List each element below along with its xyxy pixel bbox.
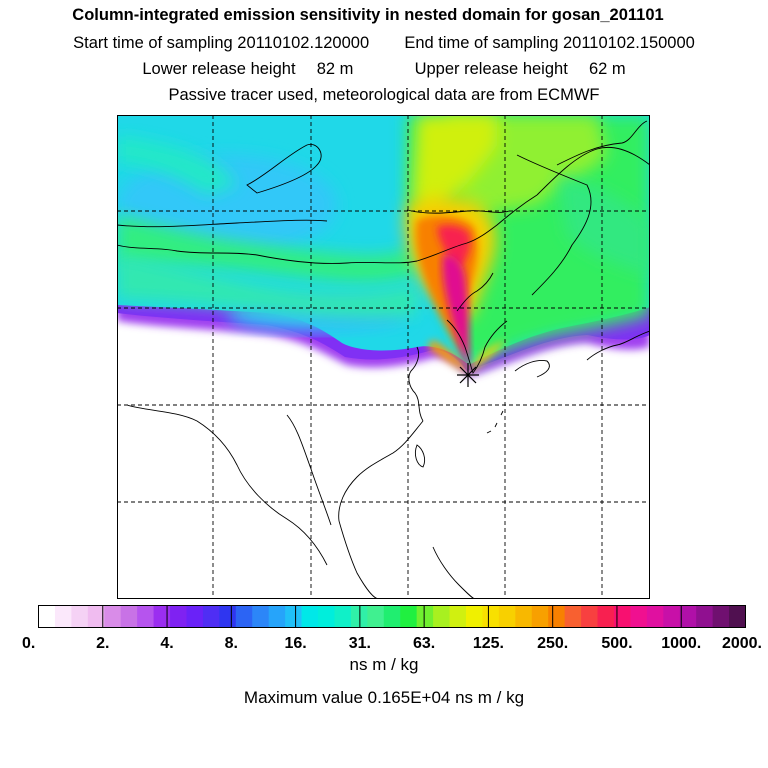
colorbar-cell bbox=[581, 605, 598, 628]
colorbar-cell bbox=[548, 605, 566, 628]
colorbar-cell bbox=[515, 605, 533, 628]
coastlines-and-borders bbox=[117, 120, 650, 599]
colorbar-unit: ns m / kg bbox=[349, 655, 419, 674]
upper-release-value: 62 m bbox=[588, 60, 626, 78]
colorbar-cell bbox=[137, 605, 154, 628]
lat-lon-gridlines bbox=[117, 115, 650, 599]
colorbar-cell bbox=[301, 605, 319, 628]
colorbar-cell bbox=[729, 605, 746, 628]
colorbar-cell bbox=[564, 605, 582, 628]
colorbar-cell bbox=[334, 605, 352, 628]
colorbar-tick-label: 4. bbox=[160, 635, 173, 652]
colorbar-cell bbox=[482, 605, 500, 628]
colorbar-tick-label: 250. bbox=[537, 635, 568, 652]
emission-sensitivity-map bbox=[117, 115, 650, 599]
start-time-label: Start time of sampling bbox=[73, 34, 233, 52]
sampling-time-line: Start time of sampling 20110102.120000 E… bbox=[0, 34, 768, 53]
colorbar-cell bbox=[54, 605, 72, 628]
colorbar-cell bbox=[87, 605, 105, 628]
colorbar-cell bbox=[38, 605, 56, 628]
colorbar-major-dividers bbox=[102, 605, 682, 628]
end-time-value: 20110102.150000 bbox=[563, 34, 695, 52]
colorbar-cell bbox=[186, 605, 204, 628]
colorbar-tick-label: 16. bbox=[284, 635, 306, 652]
sensitivity-field bbox=[117, 115, 650, 599]
colorbar-cell bbox=[646, 605, 664, 628]
colorbar-cell bbox=[120, 605, 138, 628]
colorbar-cell bbox=[679, 605, 697, 628]
colorbar-cell bbox=[712, 605, 730, 628]
colorbar-cell bbox=[613, 605, 631, 628]
colorbar-cell bbox=[663, 605, 681, 628]
colorbar: 0. 2. 4. 8. 16. 31. 63. 125. 250. 500. 1000. 2000. bbox=[22, 605, 762, 652]
colorbar-cell bbox=[170, 605, 187, 628]
colorbar-cell bbox=[318, 605, 335, 628]
colorbar-tick-label: 2. bbox=[96, 635, 109, 652]
receptor-star-icon bbox=[457, 363, 479, 387]
colorbar-cell bbox=[498, 605, 516, 628]
colorbar-cell bbox=[383, 605, 401, 628]
upper-release-label: Upper release height bbox=[414, 60, 568, 78]
colorbar-cell bbox=[433, 605, 450, 628]
colorbar-cell bbox=[104, 605, 122, 628]
colorbar-tick-label: 2000. bbox=[722, 635, 762, 652]
colorbar-cell bbox=[630, 605, 648, 628]
start-time-value: 20110102.120000 bbox=[237, 34, 370, 52]
colorbar-cell bbox=[465, 605, 483, 628]
maximum-value-note: Maximum value 0.165E+04 ns m / kg bbox=[243, 688, 525, 707]
plot-title: Column-integrated emission sensitivity i… bbox=[72, 6, 664, 24]
colorbar-tick-label: 1000. bbox=[661, 635, 701, 652]
colorbar-cell bbox=[597, 605, 615, 628]
colorbar-cell bbox=[252, 605, 270, 628]
tracer-info: Passive tracer used, meteorological data… bbox=[168, 86, 600, 104]
lower-release-value: 82 m bbox=[316, 60, 354, 78]
colorbar-cell bbox=[71, 605, 89, 628]
colorbar-tick-label: 0. bbox=[22, 635, 35, 652]
colorbar-tick-label: 8. bbox=[225, 635, 238, 652]
colorbar-cell bbox=[367, 605, 385, 628]
colorbar-tick-label: 125. bbox=[473, 635, 504, 652]
colorbar-tick-label: 500. bbox=[601, 635, 632, 652]
colorbar-cell bbox=[531, 605, 549, 628]
colorbar-cell bbox=[350, 605, 368, 628]
colorbar-cell bbox=[285, 605, 302, 628]
release-height-line: Lower release height 82 m Upper release … bbox=[0, 60, 768, 79]
colorbar-tick-labels: 0. 2. 4. 8. 16. 31. 63. 125. 250. 500. 1000. 2000. bbox=[22, 635, 762, 652]
colorbar-cell bbox=[202, 605, 220, 628]
colorbar-cell bbox=[153, 605, 171, 628]
lower-release-label: Lower release height bbox=[142, 60, 296, 78]
end-time-label: End time of sampling bbox=[404, 34, 559, 52]
colorbar-cell bbox=[235, 605, 253, 628]
colorbar-cell bbox=[400, 605, 418, 628]
colorbar-cell bbox=[416, 605, 434, 628]
colorbar-tick-label: 31. bbox=[349, 635, 371, 652]
colorbar-tick-label: 63. bbox=[413, 635, 435, 652]
colorbar-cell bbox=[219, 605, 237, 628]
colorbar-cells bbox=[38, 605, 746, 628]
colorbar-cell bbox=[449, 605, 467, 628]
colorbar-cell bbox=[268, 605, 286, 628]
colorbar-cell bbox=[696, 605, 714, 628]
